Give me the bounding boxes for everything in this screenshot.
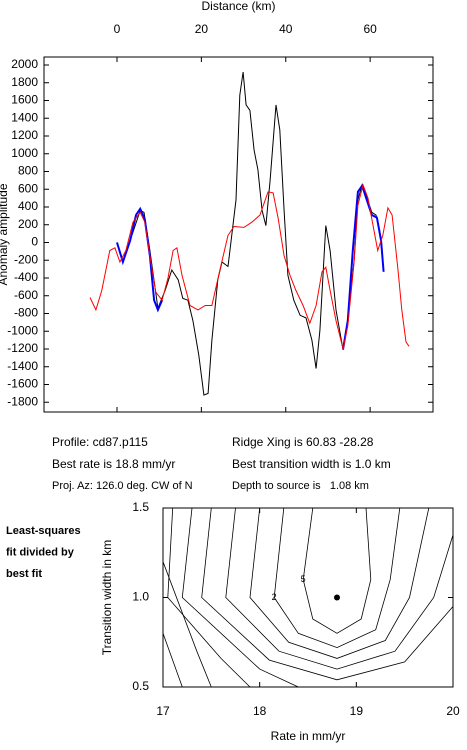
- contour-line: [201, 507, 454, 681]
- y-tick-label: 0.5: [132, 679, 149, 693]
- contour-line: [302, 507, 372, 634]
- y-tick-label: 2000: [11, 57, 38, 71]
- y-tick-label: 1600: [11, 93, 38, 107]
- y-tick-label: 0: [31, 235, 38, 249]
- y-tick-label: -400: [14, 270, 38, 284]
- annotation: Proj. Az: 126.0 deg. CW of N: [52, 480, 193, 492]
- contour-label: 2: [272, 592, 277, 602]
- y-tick-label: -1200: [7, 341, 38, 355]
- x-axis-label: Rate in mm/yr: [271, 729, 346, 743]
- x-tick-label: 17: [156, 704, 170, 718]
- best-fit-point: [334, 594, 340, 601]
- y-tick-label: 1.5: [132, 500, 149, 514]
- y-tick-label: -1600: [7, 377, 38, 391]
- y-tick-label: 1.0: [132, 590, 149, 604]
- plot-title: Least-squares: [6, 525, 81, 537]
- contour-line: [181, 507, 299, 688]
- x-tick-label: 18: [253, 704, 267, 718]
- y-axis-label: Anomaly amplitude: [0, 183, 10, 285]
- contour-line: [162, 633, 183, 688]
- plot-title: fit divided by: [6, 546, 75, 558]
- y-tick-label: 800: [18, 164, 38, 178]
- contour-line: [167, 507, 251, 688]
- y-tick-label: 400: [18, 199, 38, 213]
- x-tick-label: 0: [114, 22, 121, 36]
- annotation: Ridge Xing is 60.83 -28.28: [232, 435, 374, 449]
- contour-line: [162, 561, 212, 688]
- x-tick-label: 20: [446, 704, 460, 718]
- annotation: Depth to source is 1.08 km: [232, 480, 369, 492]
- data-line: [89, 183, 410, 350]
- y-axis-label: Transition width in km: [100, 540, 114, 656]
- annotation: Best rate is 18.8 mm/yr: [52, 457, 175, 471]
- contour-line: [273, 507, 401, 649]
- x-tick-label: 20: [195, 22, 209, 36]
- y-tick-label: 1800: [11, 75, 38, 89]
- y-tick-label: -800: [14, 306, 38, 320]
- data-line: [116, 183, 385, 350]
- top-plot-frame: [43, 56, 434, 413]
- y-tick-label: 1400: [11, 110, 38, 124]
- y-tick-label: 200: [18, 217, 38, 231]
- x-tick-label: 60: [363, 22, 377, 36]
- contour-line: [249, 507, 430, 659]
- contour-line: [225, 507, 454, 670]
- y-tick-label: -1000: [7, 323, 38, 337]
- y-tick-label: 600: [18, 181, 38, 195]
- plot-title: best fit: [6, 568, 42, 580]
- y-tick-label: -600: [14, 288, 38, 302]
- x-axis-label: Distance (km): [201, 0, 275, 13]
- annotation: Profile: cd87.p115: [52, 435, 148, 449]
- y-tick-label: 1200: [11, 128, 38, 142]
- y-tick-label: 1000: [11, 146, 38, 160]
- y-tick-label: -1800: [7, 394, 38, 408]
- contour-label: 5: [301, 574, 306, 584]
- y-tick-label: -1400: [7, 359, 38, 373]
- x-tick-label: 19: [350, 704, 364, 718]
- annotation: Best transition width is 1.0 km: [232, 457, 391, 471]
- y-tick-label: -200: [14, 252, 38, 266]
- x-tick-label: 40: [279, 22, 293, 36]
